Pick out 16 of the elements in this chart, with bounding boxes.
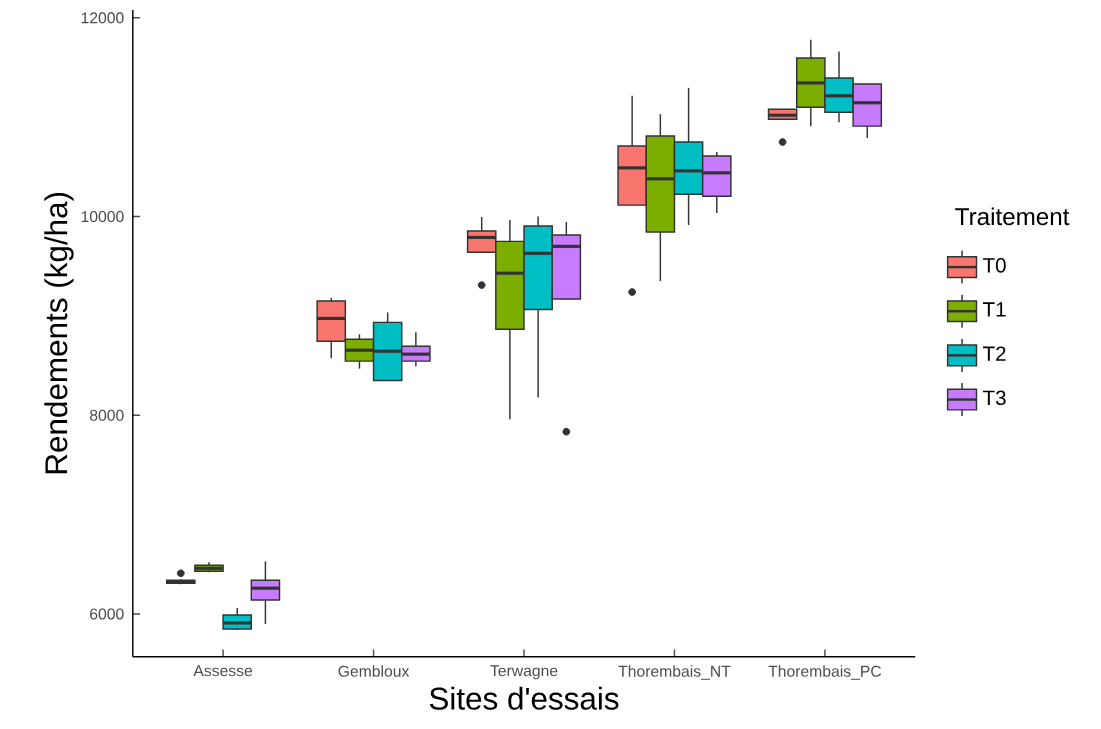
x-tick-label: Assesse	[193, 665, 253, 677]
legend-label: T1	[983, 302, 1006, 317]
legend-label: T0	[983, 258, 1006, 273]
y-tick-label: 12000	[81, 12, 124, 24]
y-tick-label: 6000	[90, 608, 124, 620]
x-tick-label: Thorembais_PC	[768, 665, 882, 680]
y-axis-title: Rendements (kg/ha)	[44, 192, 74, 474]
legend-title: Traitement	[955, 207, 1070, 226]
y-tick-label: 8000	[89, 409, 124, 421]
legend-label: T2	[983, 346, 1006, 361]
x-tick-label: Terwagne	[490, 665, 558, 680]
x-axis-title: Sites d'essais	[429, 686, 619, 710]
y-tick-label: 10000	[81, 211, 124, 223]
x-tick-label: Gembloux	[338, 665, 410, 677]
legend-label: T3	[983, 390, 1006, 406]
x-tick-label: Thorembais_NT	[618, 665, 731, 680]
